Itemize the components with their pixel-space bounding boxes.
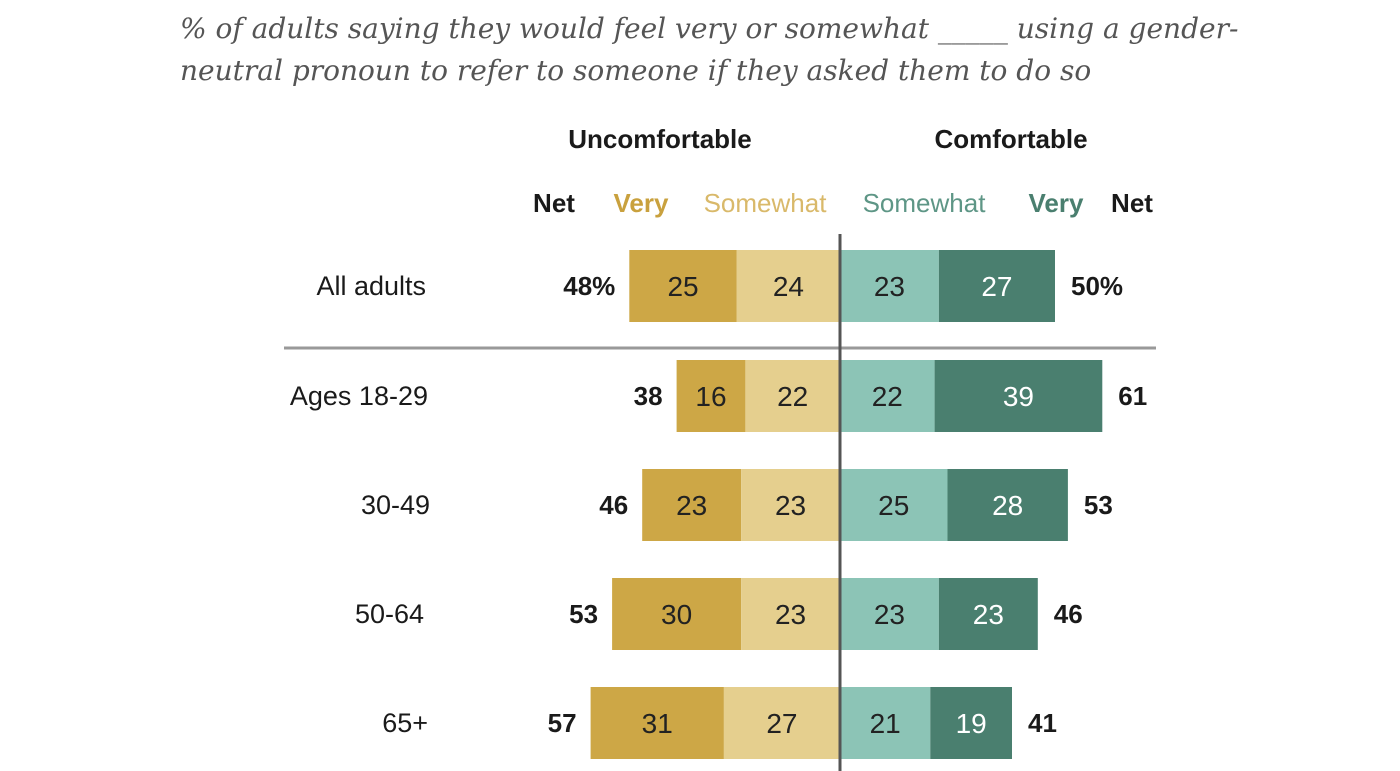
data-label-somewhat-uncomfortable: 23 — [775, 599, 806, 630]
data-label-somewhat-uncomfortable: 27 — [766, 708, 797, 739]
chart-subtitle: % of adults saying they would feel very … — [180, 12, 1239, 87]
net-uncomfortable-label: 48% — [563, 271, 615, 301]
bar-very-uncomfortable — [590, 687, 724, 759]
data-label-very-comfortable: 23 — [973, 599, 1004, 630]
column-header-right-somewhat: Somewhat — [863, 188, 987, 218]
bar-very-comfortable — [938, 250, 1055, 322]
bar-very-uncomfortable — [676, 360, 746, 432]
data-label-somewhat-comfortable: 23 — [874, 599, 905, 630]
data-label-very-uncomfortable: 23 — [676, 490, 707, 521]
bar-somewhat-uncomfortable — [741, 578, 840, 650]
data-label-very-comfortable: 19 — [956, 708, 987, 739]
data-label-somewhat-uncomfortable: 24 — [773, 271, 804, 302]
bar-somewhat-comfortable — [840, 250, 939, 322]
category-label: Ages 18-29 — [290, 381, 428, 411]
bar-very-comfortable — [938, 578, 1038, 650]
data-label-very-comfortable: 27 — [981, 271, 1012, 302]
net-uncomfortable-label: 57 — [548, 708, 577, 738]
column-header-right-net: Net — [1111, 188, 1153, 218]
category-label: 65+ — [382, 708, 428, 738]
net-comfortable-label: 41 — [1028, 708, 1057, 738]
data-label-very-comfortable: 39 — [1003, 381, 1034, 412]
bar-very-comfortable — [947, 469, 1068, 541]
net-comfortable-label: 53 — [1084, 490, 1113, 520]
net-uncomfortable-label: 46 — [599, 490, 628, 520]
category-label: All adults — [316, 271, 426, 301]
bar-very-uncomfortable — [629, 250, 737, 322]
category-label: 30-49 — [361, 490, 430, 520]
header-uncomfortable: Uncomfortable — [568, 124, 751, 154]
column-header-left-net: Net — [533, 188, 575, 218]
net-uncomfortable-label: 53 — [569, 599, 598, 629]
net-comfortable-label: 46 — [1054, 599, 1083, 629]
data-label-very-comfortable: 28 — [992, 490, 1023, 521]
bar-very-comfortable — [930, 687, 1012, 759]
bar-somewhat-uncomfortable — [736, 250, 840, 322]
column-header-right-very: Very — [1029, 188, 1084, 218]
bar-somewhat-comfortable — [840, 360, 935, 432]
bar-somewhat-comfortable — [840, 578, 939, 650]
data-label-very-uncomfortable: 25 — [667, 271, 698, 302]
bar-very-uncomfortable — [642, 469, 742, 541]
bar-somewhat-comfortable — [840, 469, 948, 541]
bar-somewhat-uncomfortable — [741, 469, 840, 541]
data-label-somewhat-uncomfortable: 23 — [775, 490, 806, 521]
data-label-very-uncomfortable: 16 — [695, 381, 726, 412]
category-label: 50-64 — [355, 599, 424, 629]
bar-somewhat-uncomfortable — [723, 687, 840, 759]
data-label-somewhat-comfortable: 23 — [874, 271, 905, 302]
data-label-very-uncomfortable: 30 — [661, 599, 692, 630]
net-comfortable-label: 50% — [1071, 271, 1123, 301]
data-label-very-uncomfortable: 31 — [642, 708, 673, 739]
data-label-somewhat-comfortable: 21 — [870, 708, 901, 739]
bar-somewhat-comfortable — [840, 687, 931, 759]
header-comfortable: Comfortable — [934, 124, 1087, 154]
data-label-somewhat-uncomfortable: 22 — [777, 381, 808, 412]
data-label-somewhat-comfortable: 22 — [872, 381, 903, 412]
net-comfortable-label: 61 — [1118, 381, 1147, 411]
bar-somewhat-uncomfortable — [745, 360, 840, 432]
column-header-left-somewhat: Somewhat — [704, 188, 828, 218]
column-header-left-very: Very — [614, 188, 669, 218]
bar-very-uncomfortable — [612, 578, 742, 650]
net-uncomfortable-label: 38 — [634, 381, 663, 411]
data-label-somewhat-comfortable: 25 — [878, 490, 909, 521]
bar-very-comfortable — [934, 360, 1103, 432]
